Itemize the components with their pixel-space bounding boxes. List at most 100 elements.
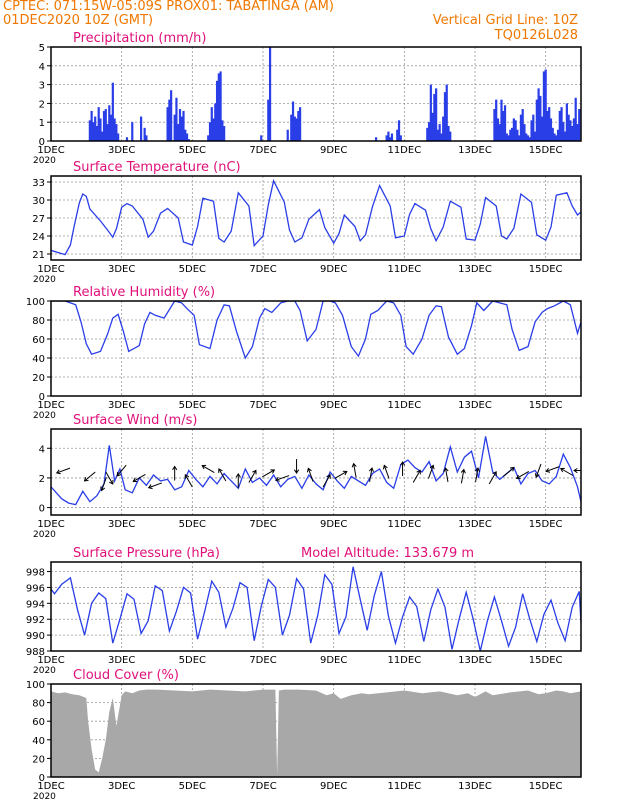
panel-1-precip-bar [495, 99, 498, 141]
panel-1-precip-bar [551, 127, 554, 141]
panel-3-y-tick-label: 0 [39, 392, 45, 403]
panel-4-wind-arrow [515, 471, 530, 480]
panel-4-wind-arrow [351, 462, 357, 478]
panel-4-wind-arrow-head [545, 467, 551, 473]
panel-3-x-tick-label: 5DEC [179, 400, 206, 411]
panel-4-wind-arrow [116, 464, 127, 477]
panel-4-wind-arrow-shaft [383, 465, 390, 479]
panel-1-precip-bar [435, 88, 438, 141]
panel-1-precip-bar [217, 73, 220, 141]
panel-1-precip-bar [523, 124, 526, 141]
panel-1-precip-bar [427, 122, 431, 141]
header-date: 01DEC2020 10Z (GMT) [3, 13, 154, 28]
panel-1-precip-bar [125, 137, 129, 141]
panel-1-precip-bar [397, 120, 401, 141]
model-altitude-label: Model Altitude: 133.679 m [301, 546, 474, 561]
panel-4-wind-arrow-head [342, 470, 348, 476]
panel-5-x-tick-label: 11DEC [387, 655, 421, 666]
panel-1-x-tick-label: 3DEC [108, 145, 135, 156]
panel-4-wind-arrow [443, 467, 449, 482]
panel-6-x-tick-label: 7DEC [249, 781, 276, 792]
panel-6-cloud-area [51, 689, 581, 777]
panel-1-precip-bar [553, 133, 556, 141]
panel-3-x-tick-label: 13DEC [458, 400, 492, 411]
panel-1-precip-bar [569, 120, 572, 141]
panel-1-precip-bar [544, 69, 547, 141]
panel-1-precip-bar [131, 122, 134, 141]
panel-4-y-tick-label: 2 [39, 474, 45, 485]
panel-2-y-tick-label: 21 [32, 250, 45, 261]
panel-1-precip-bar [546, 110, 549, 141]
panel-4-wind-arrow-head [55, 469, 61, 475]
panel-1-precip-bar [502, 110, 505, 141]
panel-5-series-line [51, 566, 581, 651]
panel-2-x-tick-label: 9DEC [320, 264, 347, 275]
header-grid-note: Vertical Grid Line: 10Z [432, 13, 578, 28]
panel-4-x-tick-label: 5DEC [179, 519, 206, 530]
panel-1-precip-bar [493, 109, 496, 141]
panel-4-wind-arrow-head [100, 486, 106, 492]
panel-1-precip-bar [509, 129, 512, 141]
panel-1-precip-bar [565, 103, 568, 141]
panel-1-precip-bar [99, 118, 102, 141]
panel-3-y-tick-label: 60 [32, 335, 45, 346]
panel-3-frame [50, 300, 582, 397]
panel-1-precip-bar [166, 107, 169, 141]
panel-4-wind-arrow-head [270, 469, 276, 474]
panel-1-precip-bar [215, 80, 219, 141]
panel-6-x-tick-label: 15DEC [529, 781, 563, 792]
panel-1-precip-bar [210, 107, 213, 141]
panel-1-y-tick-label: 3 [39, 81, 45, 92]
panel-4-x-tick-label: 3DEC [108, 519, 135, 530]
panel-4-wind-arrow-shaft [56, 467, 71, 474]
panel-4-wind-arrow-shaft [475, 467, 479, 482]
panel-4-title: Surface Wind (m/s) [73, 413, 197, 428]
panel-4-wind-arrow-shaft [201, 465, 215, 473]
panel-1-precip-bar [512, 118, 515, 141]
panel-6-year-label: 2020 [33, 792, 56, 800]
panel-1-precip-bar [440, 133, 443, 141]
panel-6-y-tick-label: 80 [32, 699, 45, 710]
panel-4-wind-arrow-head [400, 461, 406, 466]
panel-2-frame [50, 175, 582, 261]
panel-1-precip-bar [385, 135, 388, 141]
panel-2-x-tick-label: 5DEC [179, 264, 206, 275]
panel-1-precip-bar [208, 122, 212, 141]
panel-4-wind-arrow-head [382, 464, 388, 470]
panel-1-precip-bar [528, 137, 531, 141]
panel-1-precip-bar [177, 124, 180, 141]
panel-4-wind-arrow-shaft [101, 477, 107, 491]
panel-4-wind-arrow-head [172, 465, 178, 471]
panel-1-precip-bar [291, 101, 295, 141]
panel-4-wind-arrow-shaft [307, 468, 314, 482]
panel-1-precip-bar [140, 116, 143, 141]
panel-1-precip-bar [567, 114, 570, 141]
panel-4-wind-arrow [105, 471, 114, 485]
panel-1-precip-bar [533, 131, 537, 141]
panel-5-x-tick-label: 5DEC [179, 655, 206, 666]
panel-1-precip-bar [438, 124, 441, 141]
panel-1-precip-bar [521, 109, 524, 141]
panel-1-precip-bar [295, 118, 298, 141]
panel-6-x-tick-label: 1DEC [37, 781, 64, 792]
panel-4-x-tick-label: 1DEC [37, 519, 64, 530]
panel-4-wind-arrow-head [116, 471, 122, 477]
panel-1-y-tick-label: 1 [39, 118, 45, 129]
panel-5-frame [50, 561, 582, 652]
panel-4-wind-arrow-shaft [84, 471, 96, 482]
panel-5-year-label: 2020 [33, 666, 56, 676]
panel-1-precip-bar [443, 92, 447, 141]
panel-3-x-tick-label: 1DEC [37, 400, 64, 411]
panel-5-y-tick-label: 998 [26, 568, 45, 579]
panel-4-wind-arrow-shaft [116, 464, 127, 477]
panel-1-precip-bar [445, 84, 448, 141]
panel-6-y-tick-label: 100 [26, 680, 45, 691]
panel-4-wind-arrow-head [534, 473, 540, 478]
header-line1: CPTEC: 071:15W-05:09S PROX01: TABATINGA … [3, 0, 334, 14]
panel-4-wind-arrow-head [147, 484, 153, 490]
panel-4-wind-arrow [368, 467, 374, 482]
panel-1-precip-bar [505, 133, 508, 141]
panel-1-precip-bar [516, 129, 519, 141]
panel-2-x-tick-label: 7DEC [249, 264, 276, 275]
panel-4-y-tick-label: 4 [39, 444, 45, 455]
